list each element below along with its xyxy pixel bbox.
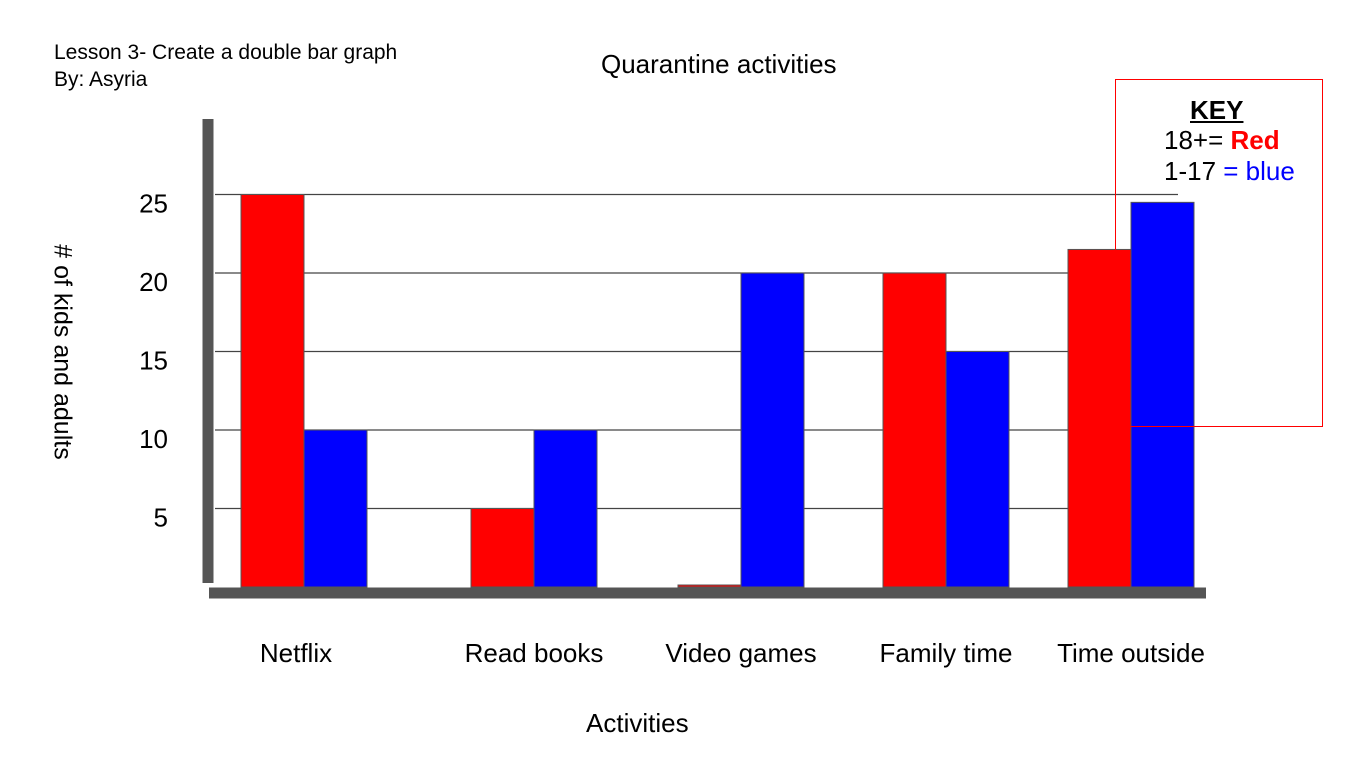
x-tick-label-read-books: Read books xyxy=(465,638,604,668)
bar-family-time-adults xyxy=(882,272,947,588)
legend-entry-kids: 1-17 = blue xyxy=(1164,156,1295,187)
x-tick-label-netflix: Netflix xyxy=(260,638,332,668)
x-tick-label-video-games: Video games xyxy=(665,638,816,668)
legend-kids-label: 1-17 xyxy=(1164,156,1224,186)
legend-entry-adults: 18+= Red xyxy=(1164,125,1280,156)
legend-adults-color: Red xyxy=(1230,125,1280,155)
bar-family-time-kids xyxy=(945,351,1010,588)
bar-netflix-kids xyxy=(303,429,368,588)
bar-netflix-adults xyxy=(240,194,305,588)
bar-time-outside-adults xyxy=(1067,248,1132,588)
legend-adults-label: 18+= xyxy=(1164,125,1231,155)
y-tick-label-5: 5 xyxy=(154,503,168,533)
x-axis-label: Activities xyxy=(586,708,689,738)
author-byline: By: Asyria xyxy=(54,68,148,91)
y-tick-label-25: 25 xyxy=(139,189,168,219)
x-tick-label-time-outside: Time outside xyxy=(1057,638,1205,668)
legend-kids-color: = blue xyxy=(1223,156,1295,186)
y-tick-label-10: 10 xyxy=(139,424,168,454)
x-tick-label-family-time: Family time xyxy=(880,638,1013,668)
legend-box xyxy=(1115,79,1323,427)
bar-video-games-adults xyxy=(677,584,742,588)
y-tick-label-20: 20 xyxy=(139,267,168,297)
legend-title: KEY xyxy=(1190,95,1244,125)
bar-read-books-kids xyxy=(533,429,598,588)
chart-title: Quarantine activities xyxy=(601,49,837,79)
bar-time-outside-kids xyxy=(1130,201,1195,588)
y-tick-label-15: 15 xyxy=(139,346,168,376)
bar-read-books-adults xyxy=(470,508,535,588)
bar-video-games-kids xyxy=(740,272,805,588)
lesson-title: Lesson 3- Create a double bar graph xyxy=(54,41,398,64)
